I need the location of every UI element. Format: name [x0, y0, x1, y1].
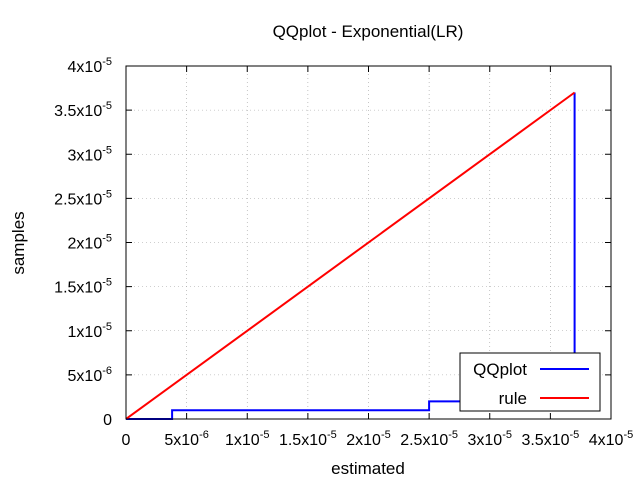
legend-label-rule: rule — [499, 389, 527, 408]
x-tick-exponent: -5 — [327, 429, 337, 441]
y-tick-label: 1.5x10-5 — [54, 277, 112, 297]
x-tick-exponent: -5 — [570, 429, 580, 441]
chart-title: QQplot - Exponential(LR) — [273, 22, 464, 41]
x-tick-label: 2x10-5 — [346, 429, 390, 449]
x-axis-label: estimated — [331, 459, 405, 478]
y-tick-label: 4x10-5 — [68, 56, 112, 76]
y-tick-exponent: -5 — [102, 233, 112, 245]
y-tick-exponent: -5 — [102, 100, 112, 112]
y-tick-exponent: -5 — [102, 144, 112, 156]
y-tick-label: 0 — [103, 412, 112, 429]
x-tick-label: 3x10-5 — [468, 429, 512, 449]
legend-box — [459, 352, 601, 412]
y-tick-label: 3.5x10-5 — [54, 100, 112, 120]
y-tick-exponent: -6 — [102, 365, 112, 377]
x-tick-exponent: -5 — [381, 429, 391, 441]
x-tick-exponent: -5 — [623, 429, 633, 441]
legend: QQplot rule — [459, 352, 601, 412]
y-tick-exponent: -5 — [102, 321, 112, 333]
x-tick-label: 5x10-6 — [164, 429, 208, 449]
x-tick-label: 4x10-5 — [589, 429, 633, 449]
y-axis-label: samples — [9, 211, 28, 274]
tick-layer: 0 5x10-6 1x10-5 1.5x10-5 2x10-5 2.5x10-5 3x10-… — [54, 56, 633, 449]
x-tick-label: 2.5x10-5 — [400, 429, 458, 449]
series-line-rule — [125, 91, 576, 420]
y-tick-label: 2.5x10-5 — [54, 188, 112, 208]
y-tick-label: 3x10-5 — [68, 144, 112, 164]
x-tick-exponent: -6 — [199, 429, 209, 441]
x-tick-label: 0 — [122, 432, 131, 449]
legend-label-qqplot: QQplot — [473, 360, 527, 379]
x-tick-label: 1x10-5 — [225, 429, 269, 449]
legend-entries: QQplot rule — [473, 360, 589, 408]
y-tick-exponent: -5 — [102, 188, 112, 200]
x-tick-exponent: -5 — [260, 429, 270, 441]
y-tick-label: 2x10-5 — [68, 233, 112, 253]
x-tick-exponent: -5 — [448, 429, 458, 441]
x-tick-label: 1.5x10-5 — [279, 429, 337, 449]
y-tick-exponent: -5 — [102, 56, 112, 68]
x-tick-label: 3.5x10-5 — [521, 429, 579, 449]
x-tick-exponent: -5 — [502, 429, 512, 441]
y-tick-exponent: -5 — [102, 277, 112, 289]
y-tick-label: 5x10-6 — [68, 365, 112, 385]
y-tick-label: 1x10-5 — [68, 321, 112, 341]
